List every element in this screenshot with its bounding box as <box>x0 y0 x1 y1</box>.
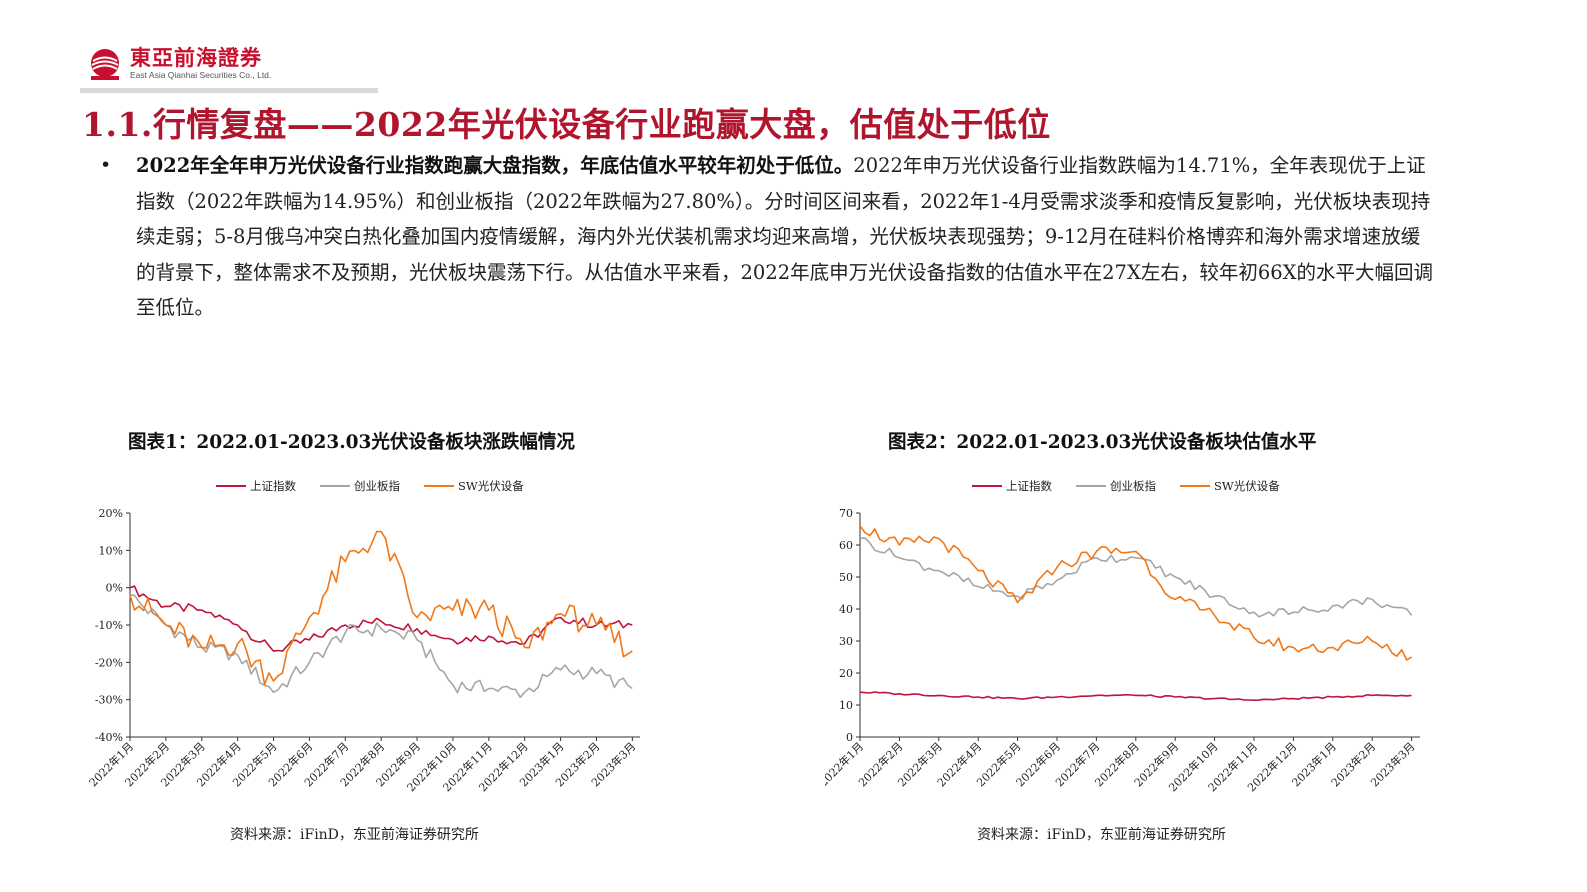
chart1-legend-label: 上证指数 <box>250 479 296 493</box>
chart1-legend-label: SW光伏设备 <box>458 479 524 493</box>
chart1-y-tick-label: -40% <box>95 731 123 744</box>
logo-chinese-name: 東亞前海證券 <box>130 46 262 70</box>
chart1-source: 资料来源：iFinD，东亚前海证券研究所 <box>230 827 479 843</box>
chart2-legend-label: 创业板指 <box>1110 479 1156 493</box>
chart2-series-line <box>859 691 1412 701</box>
chart2-y-tick-label: 30 <box>839 635 853 648</box>
chart1-series-line <box>129 594 633 699</box>
chart1-series-line <box>129 530 633 686</box>
chart1-y-tick-label: -20% <box>95 656 123 669</box>
chart2-y-tick-label: 10 <box>839 699 853 712</box>
summary-paragraph: 2022年全年申万光伏设备行业指数跑赢大盘指数，年底估值水平较年初处于低位。20… <box>136 148 1436 326</box>
logo-emblem-icon <box>88 47 122 81</box>
chart1-legend-label: 创业板指 <box>354 479 400 493</box>
chart1-y-tick-label: 10% <box>99 544 123 557</box>
summary-body-text: 2022年申万光伏设备行业指数跌幅为14.71%，全年表现优于上证指数（2022… <box>136 154 1434 319</box>
chart2-y-tick-label: 50 <box>839 571 853 584</box>
chart2-series-line <box>859 537 1413 618</box>
chart2-series-line <box>859 525 1413 661</box>
summary-bold-lead: 2022年全年申万光伏设备行业指数跑赢大盘指数，年底估值水平较年初处于低位。 <box>136 154 854 177</box>
chart2-y-tick-label: 60 <box>839 539 853 552</box>
company-logo: 東亞前海證券 East Asia Qianhai Securities Co.,… <box>88 46 271 81</box>
page-title: 1.1.行情复盘——2022年光伏设备行业跑赢大盘，估值处于低位 <box>82 105 1051 144</box>
chart2-y-tick-label: 40 <box>839 603 853 616</box>
chart2-valuation: 7060504030201002022年1月2022年2月2022年3月2022… <box>825 479 1420 794</box>
chart1-y-tick-label: -30% <box>95 694 123 707</box>
chart1-y-tick-label: -10% <box>95 619 123 632</box>
header-divider <box>80 88 378 93</box>
chart2-source: 资料来源：iFinD，东亚前海证券研究所 <box>977 827 1226 843</box>
chart2-y-tick-label: 20 <box>839 667 853 680</box>
logo-english-name: East Asia Qianhai Securities Co., Ltd. <box>130 70 272 80</box>
chart1-title: 图表1：2022.01-2023.03光伏设备板块涨跌幅情况 <box>128 432 575 453</box>
chart1-y-tick-label: 0% <box>106 582 123 595</box>
chart1-y-tick-label: 20% <box>99 507 123 520</box>
bullet-dot: • <box>100 154 112 176</box>
chart1-series-line <box>129 585 633 652</box>
chart2-y-tick-label: 70 <box>839 507 853 520</box>
chart2-title: 图表2：2022.01-2023.03光伏设备板块估值水平 <box>888 432 1317 453</box>
chart1-price-change: 20%10%0%-10%-20%-30%-40%2022年1月2022年2月20… <box>86 479 640 794</box>
chart2-legend-label: 上证指数 <box>1006 479 1052 493</box>
chart2-y-tick-label: 0 <box>846 731 853 744</box>
chart2-legend-label: SW光伏设备 <box>1214 479 1280 493</box>
